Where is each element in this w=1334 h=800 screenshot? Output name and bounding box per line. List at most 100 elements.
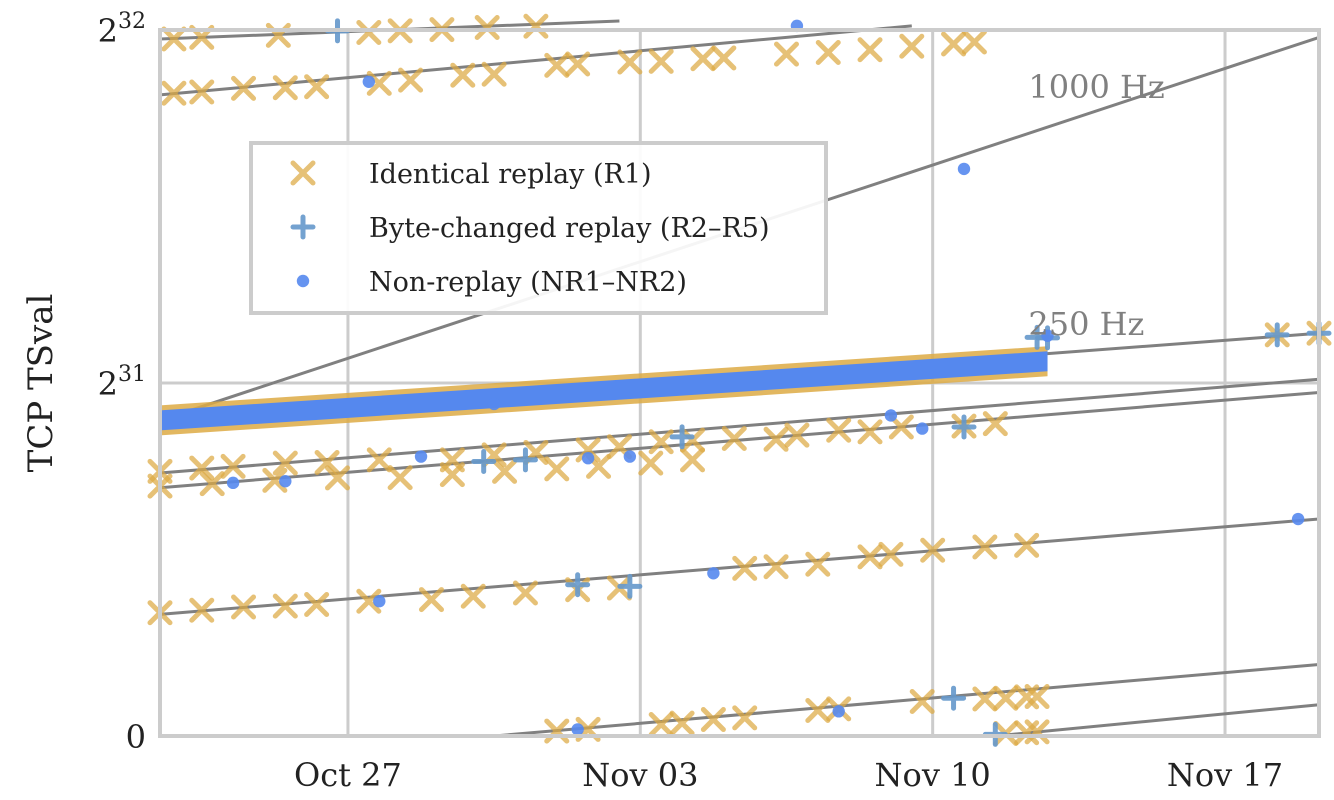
data-point: [366, 70, 392, 96]
data-point: [1024, 684, 1050, 710]
data-point: [279, 475, 292, 488]
marker-stroke: [815, 40, 841, 66]
data-point: [272, 593, 298, 619]
data-point: [857, 37, 883, 63]
marker-stroke: [857, 544, 883, 570]
marker-stroke: [784, 422, 810, 448]
data-point: [972, 534, 998, 560]
legend: Identical replay (R1) Byte-changed replay…: [249, 141, 828, 315]
data-point: [617, 49, 643, 75]
data-point: [732, 705, 758, 731]
data-point: [711, 45, 737, 71]
marker-stroke: [450, 62, 476, 88]
marker-stroke: [805, 551, 831, 577]
marker-stroke: [189, 79, 215, 105]
marker-stroke: [290, 160, 316, 186]
marker-stroke: [262, 467, 288, 493]
data-point: [450, 62, 476, 88]
data-point: [951, 414, 977, 440]
marker-dot: [571, 723, 584, 736]
data-point: [439, 462, 465, 488]
marker-dot: [957, 162, 971, 176]
data-point: [575, 437, 601, 463]
x-tick-label: Nov 03: [582, 756, 698, 794]
annotation: 250 Hz: [1028, 305, 1144, 343]
data-point: [941, 31, 967, 57]
data-point: [161, 26, 187, 52]
data-point: [189, 455, 215, 481]
y-tick-label: 232: [98, 9, 146, 50]
data-point: [784, 422, 810, 448]
reference-line: [995, 703, 1320, 738]
marker-stroke: [972, 534, 998, 560]
marker-stroke: [648, 48, 674, 74]
marker-stroke: [763, 426, 789, 452]
data-point: [231, 594, 257, 620]
marker-stroke: [920, 537, 946, 563]
data-point: [638, 450, 664, 476]
marker-dot: [832, 705, 845, 718]
marker-dot: [373, 595, 386, 608]
data-point: [565, 572, 591, 598]
plot-frame: [158, 28, 1321, 738]
data-point: [884, 409, 898, 422]
marker-stroke: [888, 414, 914, 440]
marker-stroke: [1014, 532, 1040, 558]
marker-stroke: [878, 541, 904, 567]
data-point: [1041, 329, 1054, 342]
data-point: [815, 40, 841, 66]
data-point: [909, 688, 935, 714]
data-point: [512, 580, 538, 606]
marker-stroke: [1024, 719, 1050, 745]
marker-stroke: [220, 453, 246, 479]
marker-dot: [1041, 329, 1054, 342]
marker-stroke: [972, 686, 998, 712]
reference-line: [159, 24, 912, 97]
data-point: [773, 41, 799, 67]
marker-stroke: [680, 427, 706, 453]
data-point: [690, 46, 716, 72]
marker-stroke: [199, 471, 225, 497]
data-point: [700, 707, 726, 733]
marker-dot: [362, 75, 376, 88]
data-point: [414, 450, 428, 463]
data-point: [1024, 719, 1050, 745]
marker-stroke: [732, 555, 758, 581]
data-point: [972, 686, 998, 712]
marker-stroke: [272, 75, 298, 101]
reference-line: [159, 390, 1320, 490]
data-point: [857, 419, 883, 445]
marker-stroke: [993, 685, 1019, 711]
data-point: [1264, 322, 1290, 348]
marker-dot: [581, 452, 595, 465]
marker-stroke: [909, 688, 935, 714]
data-point: [418, 587, 444, 613]
data-point: [961, 29, 987, 55]
data-point: [523, 13, 549, 39]
marker-stroke: [189, 455, 215, 481]
marker-stroke: [899, 33, 925, 59]
marker-stroke: [617, 49, 643, 75]
data-point: [512, 447, 538, 473]
marker-stroke: [366, 447, 392, 473]
marker-stroke: [366, 70, 392, 96]
y-axis-label: TCP TSval: [21, 294, 61, 473]
marker-stroke: [356, 588, 382, 614]
data-point: [805, 551, 831, 577]
marker-stroke: [575, 437, 601, 463]
marker-dot: [296, 274, 310, 288]
reference-line: [493, 663, 1320, 738]
data-point: [571, 723, 584, 736]
marker-stroke: [700, 707, 726, 733]
marker-stroke: [982, 411, 1008, 437]
data-point: [373, 595, 386, 608]
data-point: [460, 583, 486, 609]
marker-stroke: [732, 705, 758, 731]
marker-stroke: [161, 80, 187, 106]
marker-stroke: [398, 67, 424, 93]
marker-dot: [884, 409, 898, 422]
marker-stroke: [586, 453, 612, 479]
marker-stroke: [231, 75, 257, 101]
x-tick-label: Nov 10: [875, 756, 991, 794]
